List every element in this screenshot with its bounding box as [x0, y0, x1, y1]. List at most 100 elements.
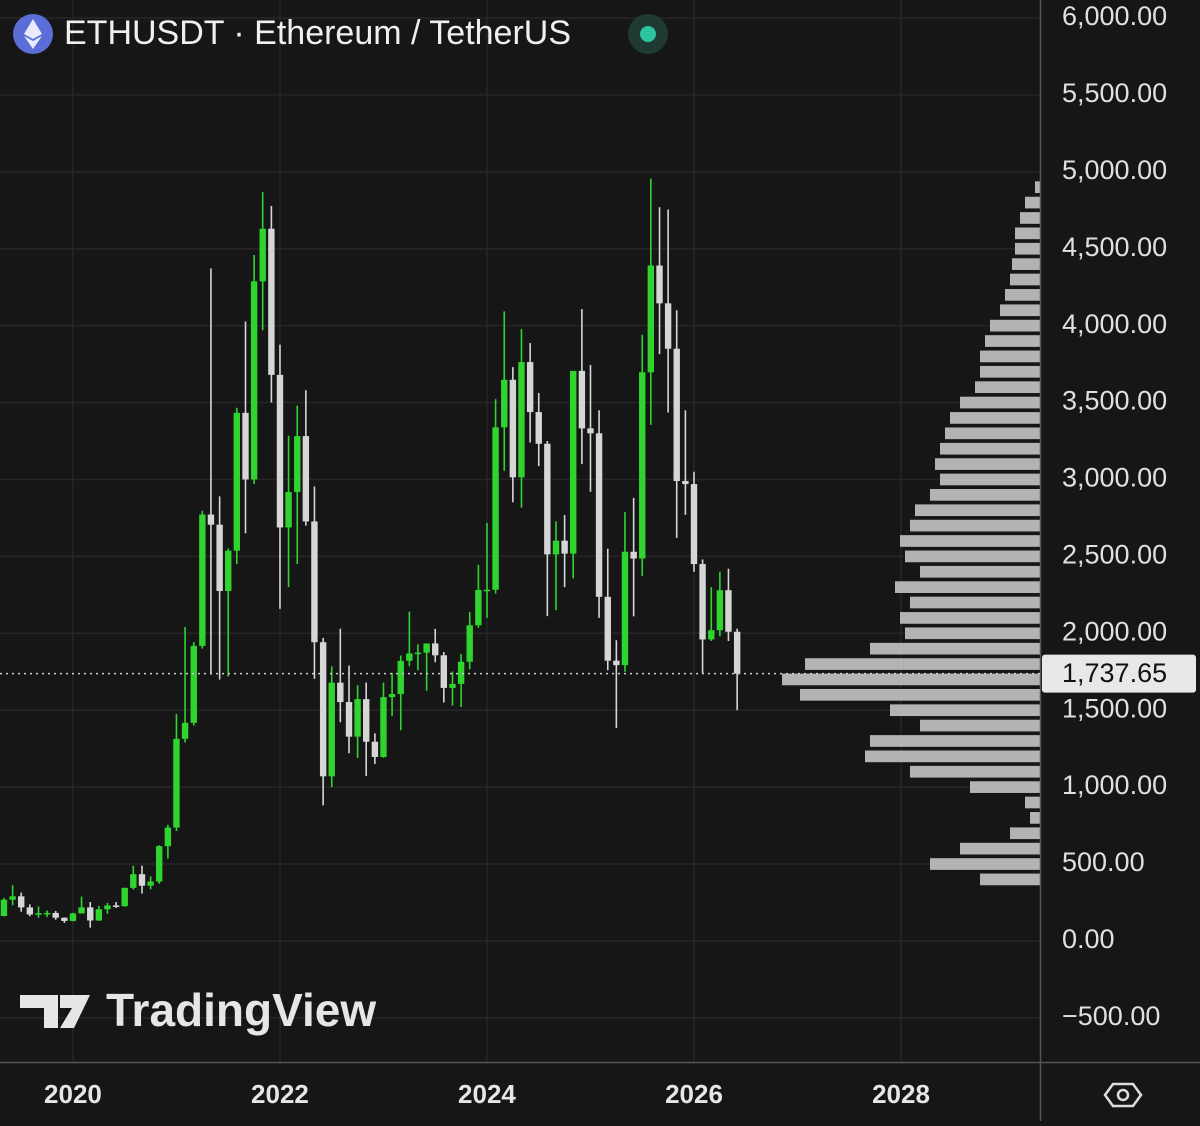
volume-bar	[950, 412, 1040, 424]
candle-body	[35, 913, 42, 915]
volume-bar	[920, 719, 1040, 732]
eth-icon-glyph	[24, 19, 42, 49]
last-price-box	[1042, 654, 1196, 693]
candle-body	[656, 265, 663, 304]
y-tick-label: 2,000.00	[1062, 616, 1167, 646]
y-tick-label: 3,500.00	[1062, 386, 1167, 416]
status-dot	[640, 26, 656, 42]
x-tick-label: 2020	[44, 1079, 102, 1109]
volume-bar	[935, 458, 1040, 470]
volume-bar	[910, 519, 1040, 532]
candle-body	[578, 370, 586, 429]
volume-bar	[970, 781, 1040, 793]
volume-bar	[910, 596, 1040, 609]
volume-bar	[900, 535, 1040, 547]
grid	[0, 0, 1040, 1062]
volume-bar	[975, 381, 1040, 394]
candle-body	[268, 228, 275, 375]
volume-bar	[870, 735, 1040, 747]
y-tick-label: 1,000.00	[1062, 770, 1167, 800]
settings-icon[interactable]	[1116, 1088, 1130, 1102]
candle-body	[475, 589, 482, 626]
candle-body	[0, 899, 8, 917]
candle-body	[328, 682, 335, 777]
y-tick-label: 500.00	[1062, 847, 1145, 877]
volume-bar	[1012, 258, 1040, 270]
volume-bar	[1030, 812, 1040, 824]
settings-icon[interactable]	[1103, 1082, 1143, 1108]
candle-body	[639, 372, 646, 559]
candle-body	[587, 428, 594, 434]
candle-body	[362, 699, 370, 742]
candle-body	[311, 521, 318, 643]
volume-bar	[940, 442, 1040, 455]
candle-body	[52, 912, 59, 918]
candle-body	[414, 652, 422, 655]
volume-bar	[915, 504, 1040, 517]
volume-bar	[805, 658, 1040, 670]
candle-body	[233, 412, 241, 551]
volume-bar	[905, 550, 1040, 563]
candle-body	[630, 551, 637, 559]
y-tick-label: 1,500.00	[1062, 693, 1167, 723]
candle-body	[604, 596, 611, 661]
volume-bar	[960, 396, 1040, 409]
candle-body	[725, 590, 732, 632]
candle-body	[733, 631, 741, 674]
volume-bar	[930, 858, 1040, 870]
candle-body	[613, 660, 620, 666]
volume-bar	[1005, 289, 1040, 301]
candle-body	[173, 738, 180, 828]
y-tick-label: 0.00	[1062, 924, 1115, 954]
watermark-text: TradingView	[106, 984, 376, 1036]
y-tick-label: 6,000.00	[1062, 1, 1167, 31]
candle-body	[276, 374, 284, 528]
candle-body	[354, 699, 361, 737]
settings-button[interactable]	[1103, 1082, 1143, 1108]
candle-body	[345, 702, 353, 737]
y-tick-label: 3,000.00	[1062, 463, 1167, 493]
candle-body	[544, 443, 551, 555]
volume-bar	[870, 642, 1040, 655]
candle-body	[483, 589, 491, 592]
volume-bar	[1015, 242, 1040, 255]
candle-body	[112, 905, 120, 907]
candle-body	[699, 564, 706, 640]
y-tick-label: 2,500.00	[1062, 540, 1167, 570]
candle-body	[259, 228, 266, 282]
volume-bar	[905, 627, 1040, 640]
candle-body	[440, 655, 448, 688]
volume-bar	[1025, 796, 1040, 809]
candle-body	[690, 484, 698, 565]
volume-bar	[960, 842, 1040, 855]
volume-bar	[900, 612, 1040, 624]
candle-body	[380, 697, 387, 757]
symbol-header: ETHUSDT · Ethereum / TetherUS	[13, 14, 668, 54]
candle-body	[664, 303, 672, 349]
candle-body	[138, 874, 146, 886]
candle-body	[87, 907, 94, 921]
candle-body	[423, 643, 430, 653]
watermark-logo	[60, 995, 72, 1007]
volume-bar	[800, 688, 1040, 701]
candle-body	[673, 348, 680, 482]
candle-body	[121, 887, 128, 907]
candle-body	[69, 913, 77, 921]
candle-body	[682, 481, 689, 485]
y-tick-label: 5,000.00	[1062, 155, 1167, 185]
volume-bar	[1020, 212, 1040, 224]
candle-body	[561, 540, 568, 554]
candle-body	[181, 722, 189, 739]
candle-body	[26, 907, 34, 915]
volume-bar	[930, 489, 1040, 501]
volume-bar	[1000, 304, 1040, 317]
candle-body	[250, 281, 258, 480]
volume-bar	[865, 750, 1040, 763]
candles	[0, 178, 741, 928]
volume-bar	[1025, 196, 1040, 209]
candle-body	[285, 491, 292, 528]
candle-body	[9, 896, 16, 900]
volume-bar	[910, 765, 1040, 778]
